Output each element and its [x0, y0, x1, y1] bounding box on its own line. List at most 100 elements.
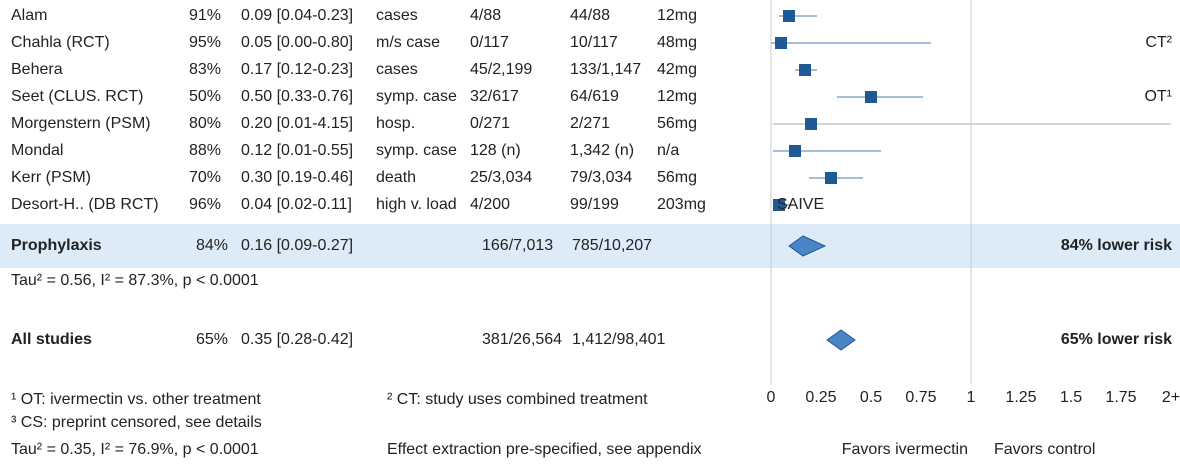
footnote: ³ CS: preprint censored, see details [11, 414, 262, 431]
control: 10/117 [570, 34, 618, 51]
control: 79/3,034 [570, 169, 632, 186]
effect: 0.17 [0.12-0.23] [241, 61, 353, 78]
outcome: symp. case [376, 142, 457, 159]
outcome: symp. case [376, 88, 457, 105]
x-tick-label: 0 [767, 389, 776, 406]
treatment: 381/26,564 [482, 331, 562, 348]
x-tick-label: 0.25 [805, 389, 836, 406]
control: 133/1,147 [570, 61, 641, 78]
study-name: Morgenstern (PSM) [11, 115, 151, 132]
estimate-square [799, 64, 811, 76]
improvement: 50% [189, 88, 221, 105]
treatment: 166/7,013 [482, 237, 553, 254]
x-tick-label: 1 [967, 389, 976, 406]
treatment: 0/271 [470, 115, 510, 132]
stats: Tau² = 0.56, I² = 87.3%, p < 0.0001 [11, 272, 259, 289]
result: 84% lower risk [1061, 237, 1172, 254]
outcome: cases [376, 61, 418, 78]
treatment: 128 (n) [470, 142, 521, 159]
study-name: Mondal [11, 142, 63, 159]
effect: 0.50 [0.33-0.76] [241, 88, 353, 105]
improvement: 70% [189, 169, 221, 186]
footnote: Effect extraction pre-specified, see app… [387, 441, 702, 458]
control: 785/10,207 [572, 237, 652, 254]
improvement: 80% [189, 115, 221, 132]
control: 99/199 [570, 196, 619, 213]
study-name: Alam [11, 7, 47, 24]
dose: 48mg [657, 34, 697, 51]
estimate-square [865, 91, 877, 103]
study-name: Chahla (RCT) [11, 34, 110, 51]
control: 44/88 [570, 7, 610, 24]
treatment: 45/2,199 [470, 61, 532, 78]
effect: 0.30 [0.19-0.46] [241, 169, 353, 186]
study-name: Behera [11, 61, 63, 78]
improvement: 95% [189, 34, 221, 51]
outcome: hosp. [376, 115, 415, 132]
effect: 0.12 [0.01-0.55] [241, 142, 353, 159]
outcome: m/s case [376, 34, 440, 51]
outcome: cases [376, 7, 418, 24]
effect: 0.35 [0.28-0.42] [241, 331, 353, 348]
dose: 56mg [657, 169, 697, 186]
treatment: 4/88 [470, 7, 501, 24]
dose: 42mg [657, 61, 697, 78]
outcome: high v. load [376, 196, 457, 213]
control: 1,342 (n) [570, 142, 634, 159]
x-tick-label: 1.25 [1005, 389, 1036, 406]
improvement: 84% [196, 237, 228, 254]
x-tick-label: 2+ [1162, 389, 1180, 406]
prophylaxis-band [0, 224, 1180, 268]
study-name: Seet (CLUS. RCT) [11, 88, 143, 105]
mark-label: SAIVE [777, 196, 824, 213]
estimate-square [825, 172, 837, 184]
improvement: 88% [189, 142, 221, 159]
estimate-square [805, 118, 817, 130]
dose: 203mg [657, 196, 706, 213]
effect: 0.05 [0.00-0.80] [241, 34, 353, 51]
footnote: ¹ OT: ivermectin vs. other treatment [11, 391, 261, 408]
x-tick-label: 0.5 [860, 389, 882, 406]
improvement: 65% [196, 331, 228, 348]
control: 1,412/98,401 [572, 331, 666, 348]
treatment: 0/117 [470, 34, 509, 51]
summary-name: All studies [11, 331, 92, 348]
treatment: 25/3,034 [470, 169, 532, 186]
improvement: 91% [189, 7, 221, 24]
effect: 0.16 [0.09-0.27] [241, 237, 353, 254]
dose: 12mg [657, 7, 697, 24]
dose: 12mg [657, 88, 697, 105]
treatment: 32/617 [470, 88, 519, 105]
estimate-square [773, 199, 785, 211]
x-tick-label: 1.75 [1105, 389, 1136, 406]
note: OT¹ [1144, 88, 1172, 105]
improvement: 96% [189, 196, 221, 213]
footnote: Tau² = 0.35, I² = 76.9%, p < 0.0001 [11, 441, 259, 458]
favors-left: Favors ivermectin [842, 441, 968, 458]
effect: 0.20 [0.01-4.15] [241, 115, 353, 132]
dose: 56mg [657, 115, 697, 132]
control: 64/619 [570, 88, 619, 105]
study-name: Kerr (PSM) [11, 169, 91, 186]
note: CT² [1145, 34, 1172, 51]
footnote: ² CT: study uses combined treatment [387, 391, 648, 408]
x-tick-label: 0.75 [905, 389, 936, 406]
summary-diamond [826, 329, 856, 351]
outcome: death [376, 169, 416, 186]
improvement: 83% [189, 61, 221, 78]
control: 2/271 [570, 115, 610, 132]
dose: n/a [657, 142, 679, 159]
effect: 0.09 [0.04-0.23] [241, 7, 353, 24]
favors-right: Favors control [994, 441, 1095, 458]
estimate-square [789, 145, 801, 157]
x-tick-label: 1.5 [1060, 389, 1082, 406]
treatment: 4/200 [470, 196, 510, 213]
summary-diamond [788, 235, 827, 257]
summary-name: Prophylaxis [11, 237, 102, 254]
estimate-square [783, 10, 795, 22]
effect: 0.04 [0.02-0.11] [241, 196, 352, 213]
result: 65% lower risk [1061, 331, 1172, 348]
study-name: Desort-H.. (DB RCT) [11, 196, 159, 213]
estimate-square [775, 37, 787, 49]
